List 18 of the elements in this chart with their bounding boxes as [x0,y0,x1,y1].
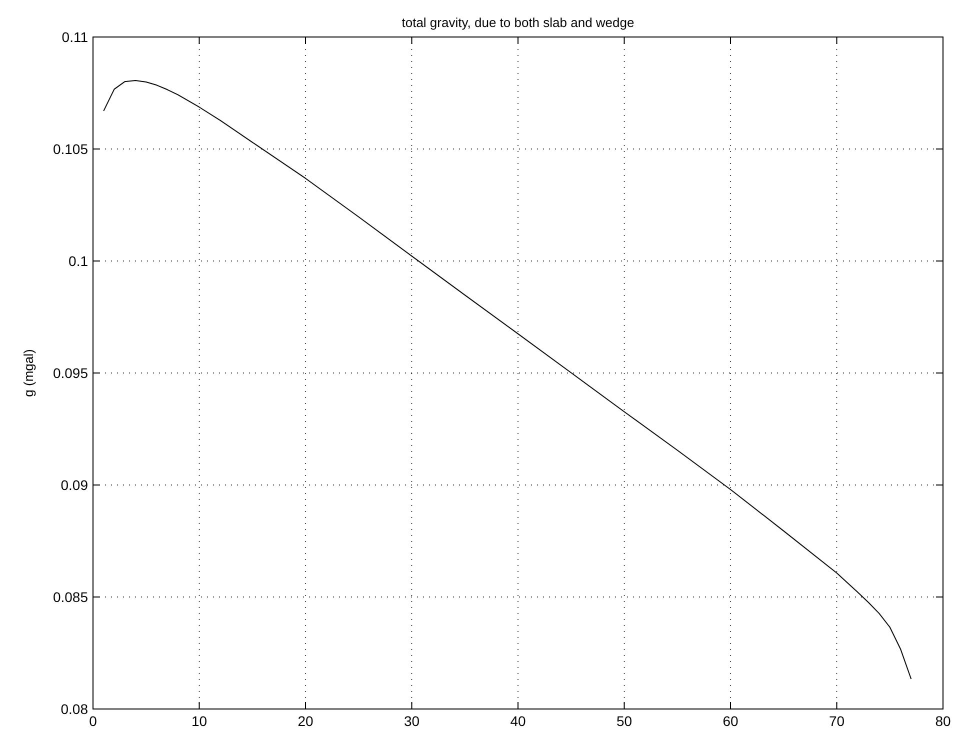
x-tick-label: 70 [828,713,845,729]
y-tick-label: 0.085 [52,589,88,605]
y-tick-label: 0.1 [68,253,88,269]
x-tick-label: 80 [935,713,951,729]
y-axis-title: g (mgal) [21,349,36,397]
y-tick-label: 0.095 [52,365,88,381]
x-tick-label: 20 [298,713,314,729]
y-tick-label: 0.08 [60,701,88,717]
y-tick-label: 0.09 [60,477,88,493]
x-tick-label: 60 [722,713,738,729]
y-tick-label: 0.105 [52,141,88,157]
x-tick-label: 50 [616,713,632,729]
x-tick-label: 30 [404,713,420,729]
chart-title: total gravity, due to both slab and wedge [402,15,634,30]
x-tick-label: 0 [89,713,98,729]
x-tick-label: 40 [510,713,526,729]
y-tick-label: 0.11 [62,29,88,45]
x-tick-label: 10 [191,713,208,729]
